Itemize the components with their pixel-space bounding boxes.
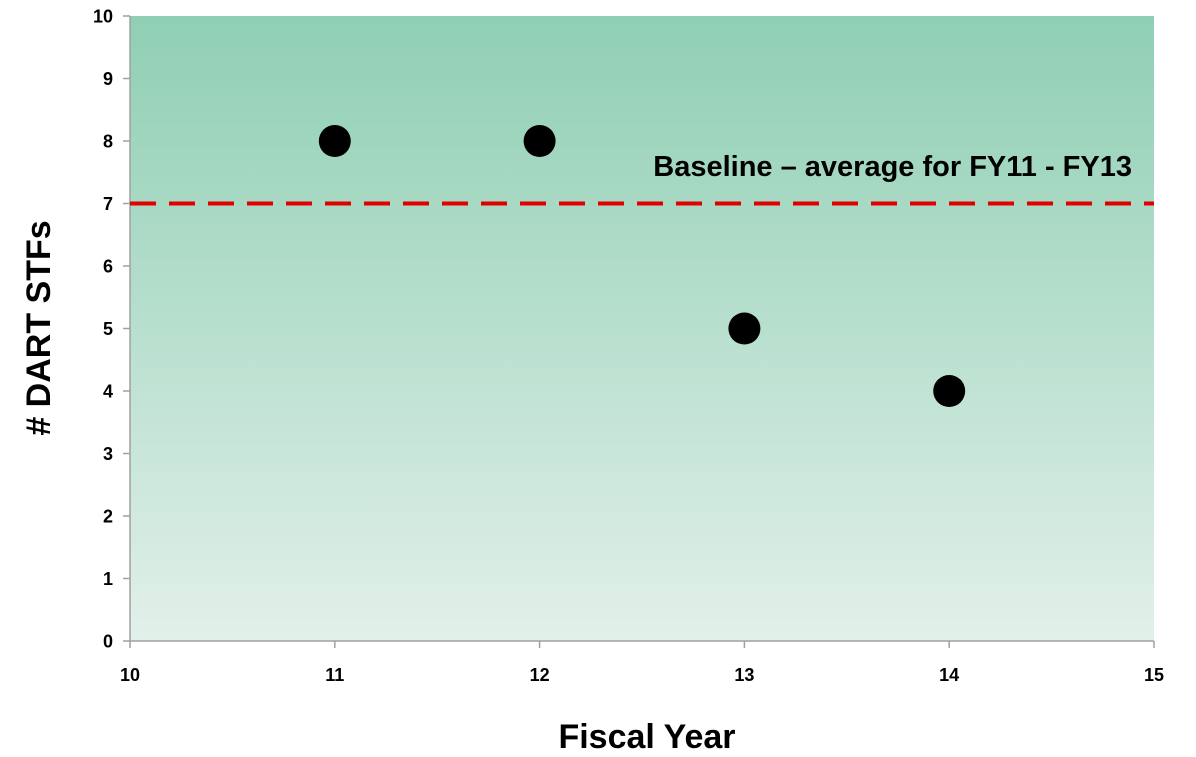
x-tick-label: 11 bbox=[325, 665, 344, 685]
y-tick-label: 5 bbox=[103, 319, 113, 339]
x-tick-label: 12 bbox=[530, 665, 550, 685]
x-tick-label: 15 bbox=[1144, 665, 1164, 685]
x-axis-title: Fiscal Year bbox=[558, 718, 735, 756]
y-axis-title: # DART STFs bbox=[20, 220, 58, 435]
data-point bbox=[318, 125, 351, 157]
y-tick-label: 6 bbox=[103, 257, 113, 277]
y-tick-label: 1 bbox=[103, 569, 113, 589]
y-tick-label: 9 bbox=[103, 69, 113, 89]
y-tick-label: 7 bbox=[103, 194, 113, 214]
y-tick-label: 0 bbox=[103, 632, 113, 652]
x-tick-label: 14 bbox=[939, 665, 959, 685]
plot-area bbox=[130, 16, 1154, 641]
data-point bbox=[728, 312, 761, 345]
y-tick-label: 10 bbox=[93, 7, 113, 27]
data-point bbox=[523, 125, 556, 157]
y-tick-label: 2 bbox=[103, 507, 113, 527]
y-tick-label: 8 bbox=[103, 132, 113, 152]
x-tick-label: 10 bbox=[120, 665, 140, 685]
baseline-annotation: Baseline – average for FY11 - FY13 bbox=[653, 151, 1132, 183]
y-tick-label: 3 bbox=[103, 444, 113, 464]
data-point bbox=[933, 375, 966, 407]
y-tick-label: 4 bbox=[103, 382, 113, 402]
x-tick-label: 13 bbox=[734, 665, 754, 685]
